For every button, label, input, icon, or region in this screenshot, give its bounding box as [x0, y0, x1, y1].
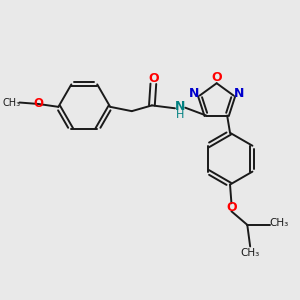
Text: O: O	[148, 72, 159, 85]
Text: CH₃: CH₃	[241, 248, 260, 258]
Text: N: N	[234, 87, 244, 100]
Text: N: N	[189, 87, 199, 100]
Text: H: H	[176, 110, 184, 120]
Text: N: N	[175, 100, 185, 113]
Text: CH₃: CH₃	[269, 218, 289, 228]
Text: CH₃: CH₃	[2, 98, 21, 107]
Text: O: O	[211, 71, 222, 84]
Text: O: O	[33, 97, 43, 110]
Text: O: O	[227, 201, 237, 214]
